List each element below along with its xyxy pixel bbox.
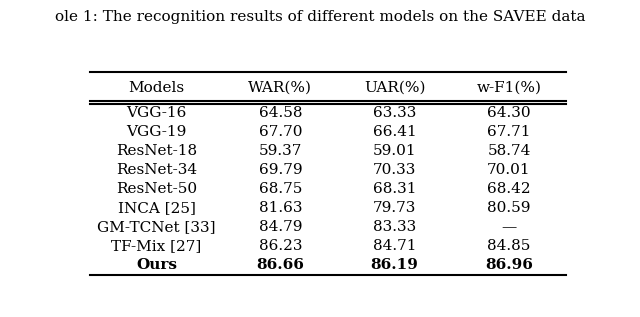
Text: 68.75: 68.75 [259,182,302,196]
Text: 69.79: 69.79 [259,163,302,178]
Text: w-F1(%): w-F1(%) [476,81,541,95]
Text: 79.73: 79.73 [373,201,417,215]
Text: VGG-19: VGG-19 [126,126,187,139]
Text: —: — [501,220,516,234]
Text: 70.01: 70.01 [487,163,531,178]
Text: VGG-16: VGG-16 [126,107,187,120]
Text: 86.66: 86.66 [257,258,305,272]
Text: 64.30: 64.30 [487,107,531,120]
Text: 83.33: 83.33 [373,220,416,234]
Text: INCA [25]: INCA [25] [118,201,195,215]
Text: Ours: Ours [136,258,177,272]
Text: ole 1: The recognition results of different models on the SAVEE data: ole 1: The recognition results of differ… [55,10,585,23]
Text: 84.85: 84.85 [487,239,531,253]
Text: 84.71: 84.71 [373,239,417,253]
Text: 68.42: 68.42 [487,182,531,196]
Text: 68.31: 68.31 [373,182,417,196]
Text: 64.58: 64.58 [259,107,302,120]
Text: WAR(%): WAR(%) [248,81,312,95]
Text: 84.79: 84.79 [259,220,302,234]
Text: 59.37: 59.37 [259,145,302,158]
Text: 80.59: 80.59 [487,201,531,215]
Text: 86.96: 86.96 [485,258,533,272]
Text: 81.63: 81.63 [259,201,302,215]
Text: TF-Mix [27]: TF-Mix [27] [111,239,202,253]
Text: UAR(%): UAR(%) [364,81,426,95]
Text: 86.23: 86.23 [259,239,302,253]
Text: 67.70: 67.70 [259,126,302,139]
Text: 58.74: 58.74 [487,145,531,158]
Text: ResNet-18: ResNet-18 [116,145,197,158]
Text: 63.33: 63.33 [373,107,417,120]
Text: GM-TCNet [33]: GM-TCNet [33] [97,220,216,234]
Text: ResNet-50: ResNet-50 [116,182,197,196]
Text: 70.33: 70.33 [373,163,417,178]
Text: 67.71: 67.71 [487,126,531,139]
Text: 86.19: 86.19 [371,258,419,272]
Text: ResNet-34: ResNet-34 [116,163,197,178]
Text: 66.41: 66.41 [372,126,417,139]
Text: Models: Models [129,81,185,95]
Text: 59.01: 59.01 [373,145,417,158]
